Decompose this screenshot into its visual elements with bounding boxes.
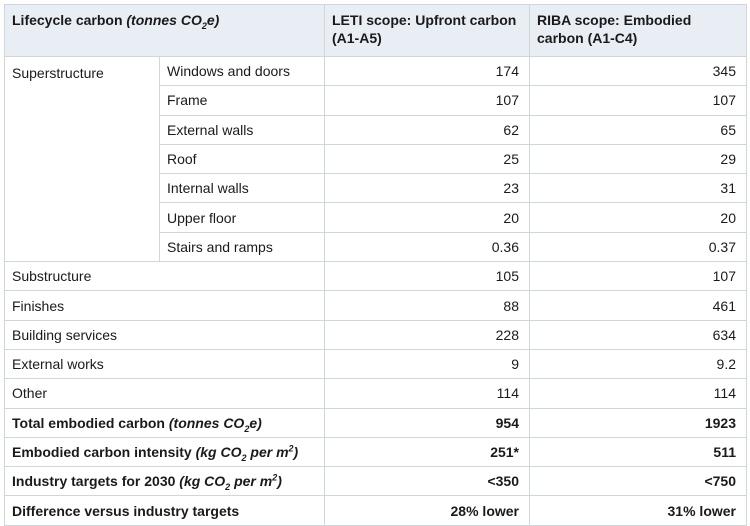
- header-unit: (tonnes CO2e): [126, 12, 220, 31]
- total-riba-value: 1923: [529, 407, 747, 438]
- riba-value: 114: [529, 378, 747, 409]
- targets-leti-value: <350: [324, 466, 530, 497]
- riba-value: 634: [529, 319, 747, 350]
- header-riba-scope: RIBA scope: Embodied carbon (A1-C4): [529, 4, 747, 57]
- riba-value: 20: [529, 202, 747, 233]
- table-row: Upper floor 20 20: [5, 202, 747, 233]
- table-row: Substructure 105 107: [4, 261, 747, 292]
- header-leti-scope: LETI scope: Upfront carbon (A1-A5): [324, 4, 530, 57]
- row-item: External walls: [159, 114, 325, 145]
- total-row: Total embodied carbon (tonnes CO2e) 954 …: [4, 407, 747, 438]
- total-leti-value: 954: [324, 407, 530, 438]
- row-item: Finishes: [4, 290, 325, 321]
- difference-label: Difference versus industry targets: [4, 495, 325, 526]
- intensity-row: Embodied carbon intensity (kg CO2 per m2…: [4, 436, 747, 468]
- header-lifecycle-carbon: Lifecycle carbon (tonnes CO2e): [4, 4, 325, 57]
- leti-value: 107: [324, 85, 530, 116]
- leti-value: 174: [324, 55, 530, 87]
- row-item: Upper floor: [159, 202, 325, 233]
- row-item: Stairs and ramps: [159, 231, 325, 263]
- leti-value: 25: [324, 143, 530, 175]
- row-item: Frame: [159, 85, 325, 116]
- leti-value: 228: [324, 319, 530, 350]
- row-item: Other: [4, 378, 325, 409]
- header-label: Lifecycle carbon: [12, 12, 127, 28]
- row-item: Windows and doors: [159, 55, 325, 87]
- targets-row: Industry targets for 2030 (kg CO2 per m2…: [4, 466, 747, 497]
- table-row: Building services 228 634: [4, 319, 747, 350]
- riba-value: 29: [529, 143, 747, 175]
- table-row: Stairs and ramps 0.36 0.37: [5, 231, 747, 263]
- row-item: Roof: [159, 143, 325, 175]
- targets-label: Industry targets for 2030 (kg CO2 per m2…: [4, 466, 325, 497]
- row-item: Internal walls: [159, 173, 325, 204]
- row-item: Building services: [4, 319, 325, 350]
- leti-value: 62: [324, 114, 530, 145]
- table-row: External walls 62 65: [5, 114, 747, 145]
- leti-value: 20: [324, 202, 530, 233]
- leti-value: 23: [324, 173, 530, 204]
- table-row: Frame 107 107: [5, 85, 747, 116]
- row-item: Substructure: [4, 261, 325, 292]
- riba-value: 107: [529, 85, 747, 116]
- carbon-table: Lifecycle carbon (tonnes CO2e) LETI scop…: [4, 4, 747, 526]
- table-row: Roof 25 29: [5, 143, 747, 175]
- riba-value: 461: [529, 290, 747, 321]
- leti-value: 0.36: [324, 231, 530, 263]
- riba-value: 0.37: [529, 231, 747, 263]
- table-row: Other 114 114: [4, 378, 747, 409]
- leti-value: 114: [324, 378, 530, 409]
- table-row: Finishes 88 461: [4, 290, 747, 321]
- riba-value: 31: [529, 173, 747, 204]
- table-row: Superstructure Windows and doors 174 345: [4, 55, 747, 263]
- row-item: External works: [4, 348, 325, 380]
- intensity-label: Embodied carbon intensity (kg CO2 per m2…: [4, 436, 325, 468]
- difference-leti-value: 28% lower: [324, 495, 530, 526]
- leti-value: 88: [324, 290, 530, 321]
- targets-riba-value: <750: [529, 466, 747, 497]
- leti-value: 105: [324, 261, 530, 292]
- difference-row: Difference versus industry targets 28% l…: [4, 495, 747, 526]
- riba-value: 65: [529, 114, 747, 145]
- difference-riba-value: 31% lower: [529, 495, 747, 526]
- riba-value: 107: [529, 261, 747, 292]
- intensity-riba-value: 511: [529, 436, 747, 468]
- header-row: Lifecycle carbon (tonnes CO2e) LETI scop…: [4, 4, 747, 57]
- intensity-leti-value: 251*: [324, 436, 530, 468]
- table-row: External works 9 9.2: [4, 348, 747, 380]
- leti-value: 9: [324, 348, 530, 380]
- riba-value: 345: [529, 55, 747, 87]
- group-label-superstructure: Superstructure: [4, 55, 160, 263]
- total-label: Total embodied carbon (tonnes CO2e): [4, 407, 325, 438]
- riba-value: 9.2: [529, 348, 747, 380]
- table-row: Internal walls 23 31: [5, 173, 747, 204]
